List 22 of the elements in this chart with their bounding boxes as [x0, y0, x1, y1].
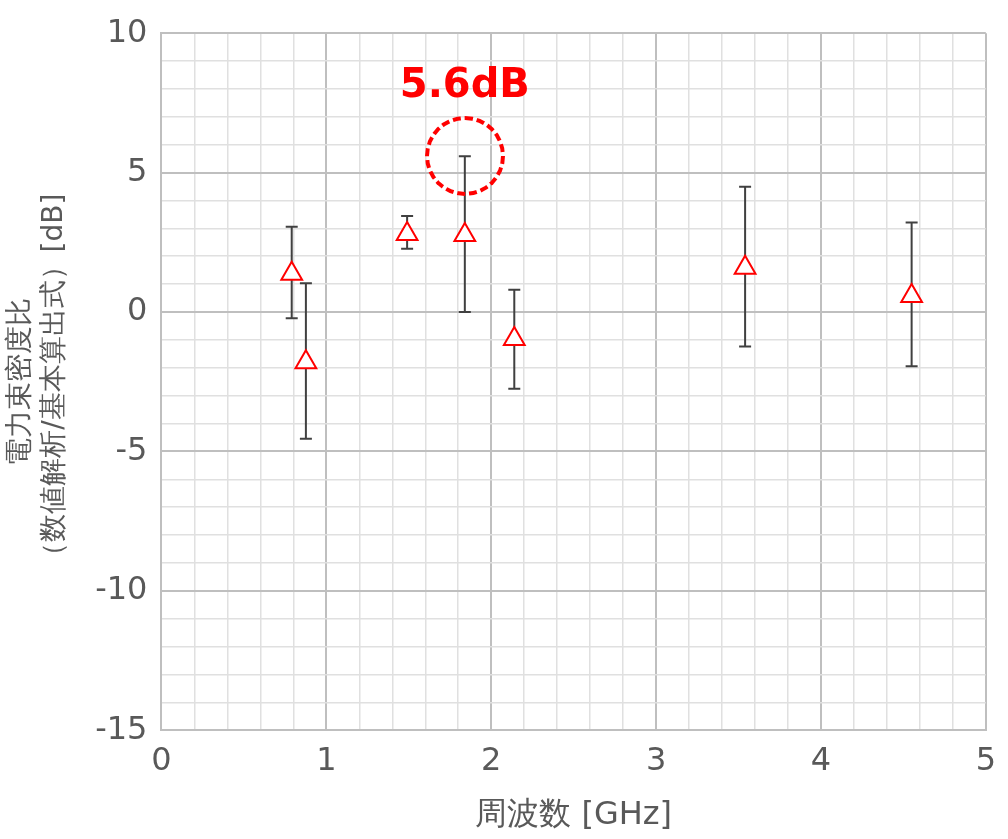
x-tick-label: 4	[810, 739, 832, 778]
point	[395, 220, 419, 241]
point	[294, 349, 318, 370]
point	[453, 222, 477, 243]
x-tick-label: 5	[975, 739, 996, 778]
x-tick-label: 2	[481, 739, 502, 778]
y-tick-label: 5	[127, 150, 148, 189]
y-axis-title: 電力束密度比（数値解析/基本算出式）[dB]	[2, 193, 69, 570]
x-tick-label: 0	[151, 739, 172, 778]
y-tick-label: 0	[127, 290, 148, 329]
y-tick-label: -10	[95, 569, 148, 608]
point	[900, 283, 924, 304]
annotation: 5.6dB	[399, 59, 530, 106]
y-tick-label: -5	[115, 429, 148, 468]
x-tick-label: 3	[645, 739, 667, 778]
x-tick-label: 1	[316, 739, 337, 778]
point	[280, 260, 304, 281]
y-tick-label: 10	[106, 11, 148, 50]
point	[502, 326, 526, 347]
y-tick-label: -15	[95, 708, 148, 747]
point	[733, 254, 757, 275]
x-axis-title: 周波数 [GHz]	[475, 794, 673, 833]
